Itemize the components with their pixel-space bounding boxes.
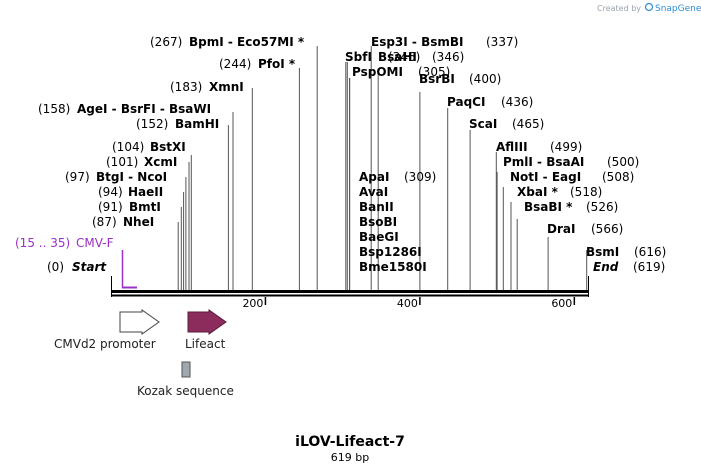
site-pos: (267) bbox=[150, 35, 182, 49]
site-pos: (436) bbox=[501, 95, 533, 109]
site-pos: (309) bbox=[404, 170, 436, 184]
sequence-name: iLOV-Lifeact-7 bbox=[295, 434, 405, 450]
site-label[interactable]: BsaBI * bbox=[524, 200, 573, 214]
site-label[interactable]: PspOMI bbox=[352, 65, 403, 79]
site-pos: (101) bbox=[106, 155, 138, 169]
site-label[interactable]: AgeI - BsrFI - BsaWI bbox=[77, 102, 211, 116]
site-stems bbox=[177, 46, 588, 290]
feature-lifeact[interactable]: Lifeact bbox=[185, 309, 227, 351]
site-label[interactable]: SbfI bbox=[345, 50, 372, 64]
feature-cmvd2-promoter[interactable]: CMVd2 promoter bbox=[54, 309, 160, 351]
site-pos: (305) bbox=[418, 65, 450, 79]
site-pos: (94) bbox=[98, 185, 123, 199]
site-label[interactable]: BstXI bbox=[150, 140, 186, 154]
site-pos: (346) bbox=[388, 50, 420, 64]
site-label[interactable]: DraI bbox=[547, 222, 575, 236]
cds-arrow bbox=[187, 309, 227, 335]
site-pos: (87) bbox=[92, 215, 117, 229]
site-label[interactable]: BanII bbox=[359, 200, 394, 214]
site-label[interactable]: ApaI bbox=[359, 170, 389, 184]
feature-label: Kozak sequence bbox=[137, 384, 234, 398]
feature-kozak-sequence[interactable]: Kozak sequence bbox=[137, 361, 234, 398]
site-label[interactable]: XmnI bbox=[209, 80, 244, 94]
snapgene-logo-icon bbox=[644, 2, 654, 12]
sequence-length: 619 bp bbox=[331, 451, 369, 464]
primer-range: (15 .. 35) bbox=[15, 236, 70, 250]
site-label[interactable]: Bsp1286I bbox=[359, 245, 422, 259]
site-pos: (183) bbox=[170, 80, 202, 94]
site-label[interactable]: NotI - EagI bbox=[510, 170, 581, 184]
map-title: iLOV-Lifeact-7 619 bp bbox=[295, 434, 405, 464]
end-pos: (619) bbox=[633, 260, 665, 274]
site-label[interactable]: AvaI bbox=[359, 185, 388, 199]
site-label[interactable]: PaqCI bbox=[447, 95, 485, 109]
site-pos: (518) bbox=[570, 185, 602, 199]
credit-prefix: Created by bbox=[597, 4, 641, 13]
site-label[interactable]: BsrBI bbox=[419, 72, 455, 86]
site-label[interactable]: BtgI - NcoI bbox=[96, 170, 167, 184]
site-pos: (508) bbox=[602, 170, 634, 184]
snapgene-credit: Created by SnapGene bbox=[597, 2, 701, 14]
end-name: End bbox=[593, 260, 619, 274]
feature-label: CMVd2 promoter bbox=[54, 337, 156, 351]
site-labels: (87) NheI (91) BmtI (94) HaeII (97) BtgI… bbox=[38, 35, 666, 274]
site-pos: (465) bbox=[512, 117, 544, 131]
site-pos: (499) bbox=[550, 140, 582, 154]
site-label[interactable]: Esp3I - BsmBI bbox=[371, 35, 463, 49]
start-label: (0) Start bbox=[47, 260, 107, 274]
site-pos: (500) bbox=[607, 155, 639, 169]
axis-tick-label: 400 bbox=[397, 297, 418, 310]
site-label[interactable]: AflIII bbox=[496, 140, 528, 154]
primer-name: CMV-F bbox=[76, 236, 114, 250]
site-label[interactable]: PmlI - BsaAI bbox=[503, 155, 584, 169]
site-pos: (337) bbox=[486, 35, 518, 49]
site-pos: (346) bbox=[432, 50, 464, 64]
site-pos: (566) bbox=[591, 222, 623, 236]
site-pos: (91) bbox=[98, 200, 123, 214]
features: CMVd2 promoter Lifeact Kozak sequence bbox=[54, 309, 234, 398]
axis-tick-label: 600 bbox=[551, 297, 572, 310]
site-label[interactable]: BmtI bbox=[129, 200, 161, 214]
site-pos: (526) bbox=[586, 200, 618, 214]
site-label[interactable]: Bme1580I bbox=[359, 260, 427, 274]
site-label[interactable]: HaeII bbox=[128, 185, 163, 199]
end-label: End (619) bbox=[593, 260, 665, 274]
site-label[interactable]: BpmI - Eco57MI * bbox=[189, 35, 305, 49]
site-label[interactable]: BsoBI bbox=[359, 215, 397, 229]
site-pos: (400) bbox=[469, 72, 501, 86]
promoter-arrow bbox=[119, 309, 160, 335]
primer-cmv-f[interactable]: (15 .. 35) CMV-F bbox=[15, 236, 137, 289]
site-label[interactable]: XcmI bbox=[144, 155, 177, 169]
site-label[interactable]: NheI bbox=[123, 215, 154, 229]
site-label[interactable]: XbaI * bbox=[517, 185, 559, 199]
site-label[interactable]: BsaHI bbox=[378, 50, 417, 64]
site-pos: (97) bbox=[65, 170, 90, 184]
backbone bbox=[111, 276, 589, 297]
site-label[interactable]: ScaI bbox=[469, 117, 497, 131]
site-label[interactable]: BsmI bbox=[586, 245, 619, 259]
site-pos: (244) bbox=[219, 57, 251, 71]
kozak-box bbox=[181, 361, 191, 378]
site-pos: (616) bbox=[634, 245, 666, 259]
start-pos: (0) bbox=[47, 260, 64, 274]
credit-brand: SnapGene bbox=[655, 4, 701, 14]
site-label[interactable]: BaeGI bbox=[359, 230, 399, 244]
site-pos: (158) bbox=[38, 102, 70, 116]
site-pos: (152) bbox=[136, 117, 168, 131]
feature-label: Lifeact bbox=[185, 337, 226, 351]
site-pos: (104) bbox=[112, 140, 144, 154]
site-label[interactable]: PfoI * bbox=[258, 57, 296, 71]
axis: 200 400 600 bbox=[242, 297, 576, 310]
start-name: Start bbox=[72, 260, 107, 274]
site-label[interactable]: BamHI bbox=[175, 117, 219, 131]
axis-tick-label: 200 bbox=[242, 297, 263, 310]
